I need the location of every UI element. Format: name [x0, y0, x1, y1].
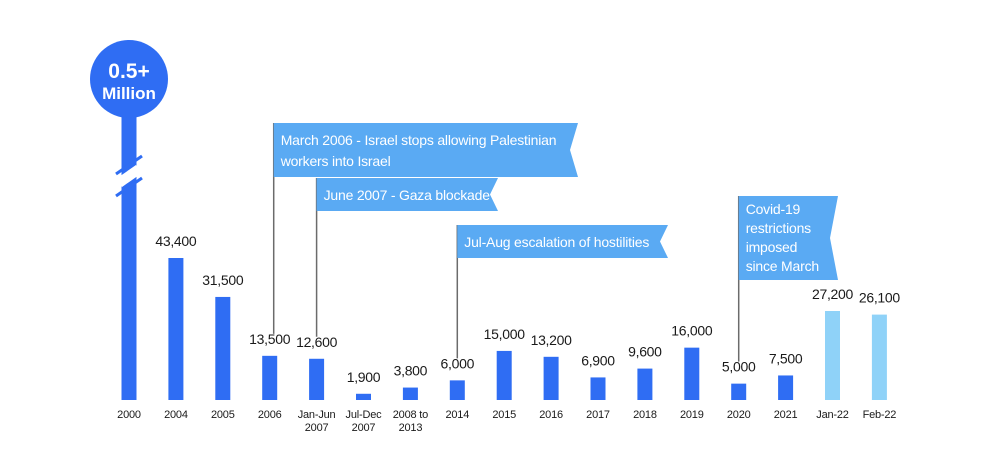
- bar-2020: [731, 383, 747, 400]
- annotation-text: imposed: [746, 239, 798, 255]
- value-label-2004: 43,400: [155, 233, 197, 249]
- bar-2015: [496, 350, 512, 400]
- bar-2005: [215, 296, 231, 400]
- tick-label-2005: 2005: [211, 409, 235, 421]
- tick-label-jan-22: Jan-22: [816, 409, 849, 421]
- first-bar-decoration: 0.5+Million: [90, 40, 168, 198]
- value-label-2019: 16,000: [671, 323, 713, 339]
- bar-jul-dec-2007: [356, 393, 371, 400]
- axis-break-mark: [115, 154, 143, 198]
- annotation-text: Jul-Aug escalation of hostilities: [464, 234, 649, 250]
- tick-label-2019: 2019: [680, 409, 704, 421]
- bars: [121, 110, 887, 400]
- annotation-text: restrictions: [746, 220, 811, 236]
- bar-2018: [637, 368, 653, 400]
- value-label-2015: 15,000: [484, 326, 526, 342]
- bar-jan-22: [825, 311, 840, 400]
- tick-label-2021: 2021: [774, 409, 798, 421]
- tick-label-2020: 2020: [727, 409, 751, 421]
- tick-label-2015: 2015: [492, 409, 516, 421]
- annotation-text: March 2006 - Israel stops allowing Pales…: [281, 132, 557, 148]
- bar-2006: [262, 355, 278, 400]
- value-bubble-2000: [90, 40, 168, 118]
- value-label-2006: 13,500: [249, 331, 291, 347]
- value-label-2000-line2: Million: [102, 84, 156, 103]
- tick-label-2008-to-2013: 2008 to 2013: [393, 409, 428, 434]
- annotation-text: since March: [746, 258, 819, 274]
- tick-label-jul-dec-2007: Jul-Dec 2007: [346, 409, 383, 434]
- tick-label-2000: 2000: [117, 409, 141, 421]
- tick-label-feb-22: Feb-22: [863, 409, 897, 421]
- annotation-flag: [457, 225, 668, 258]
- value-label-jan-22: 27,200: [812, 286, 854, 302]
- annotation-jan-jun-2007: June 2007 - Gaza blockade: [315, 178, 498, 337]
- bar-2019: [684, 347, 700, 400]
- x-axis-tick-labels: 2000 2004 2005 2006 Jan-Jun 2007 Jul-Dec 2007 20…: [117, 409, 896, 434]
- annotation-flag: [738, 196, 838, 280]
- bar-2021: [778, 375, 794, 400]
- annotation-text: Covid-19: [746, 201, 801, 217]
- bar-2004: [168, 258, 184, 400]
- bar-jan-jun-2007: [309, 358, 325, 400]
- tick-label-2006: 2006: [258, 409, 282, 421]
- bar-2000: [121, 110, 137, 400]
- tick-label-2016: 2016: [539, 409, 563, 421]
- bar-2017: [590, 377, 606, 400]
- annotation-flag: [273, 123, 578, 177]
- value-label-2000-line1: 0.5+: [108, 60, 149, 83]
- annotation-flag: [316, 178, 498, 211]
- bar-2016: [543, 356, 559, 400]
- value-label-2018: 9,600: [628, 344, 662, 360]
- value-label-2014: 6,000: [441, 355, 475, 371]
- tick-label-2004: 2004: [164, 409, 188, 421]
- tick-label-2017: 2017: [586, 409, 610, 421]
- annotation-2014: Jul-Aug escalation of hostilities: [456, 225, 668, 359]
- annotation-text: June 2007 - Gaza blockade: [324, 187, 491, 203]
- value-label-2021: 7,500: [769, 350, 803, 366]
- bar-2008-to-2013: [402, 387, 418, 400]
- value-label-jul-dec-2007: 1,900: [347, 369, 381, 385]
- annotation-flags: March 2006 - Israel stops allowing Pales…: [272, 123, 838, 362]
- value-labels: 43,400 31,500 13,500 12,600 1,900 3,800 6,000 1…: [155, 233, 900, 385]
- annotation-2020: Covid-19 restrictions imposed since March: [737, 196, 838, 362]
- annotation-2006: March 2006 - Israel stops allowing Pales…: [272, 123, 578, 334]
- tick-label-2014: 2014: [445, 409, 469, 421]
- value-label-2005: 31,500: [202, 272, 244, 288]
- value-label-feb-22: 26,100: [859, 290, 901, 306]
- bar-2014: [449, 380, 465, 400]
- tick-label-jan-jun-2007: Jan-Jun 2007: [298, 409, 336, 434]
- value-label-2017: 6,900: [581, 352, 615, 368]
- bar-feb-22: [871, 314, 887, 400]
- value-label-2008-to-2013: 3,800: [394, 363, 428, 379]
- value-label-2020: 5,000: [722, 359, 756, 375]
- annotation-text: workers into Israel: [280, 153, 391, 169]
- value-label-jan-jun-2007: 12,600: [296, 334, 338, 350]
- value-label-2016: 13,200: [531, 332, 573, 348]
- tick-label-2018: 2018: [633, 409, 657, 421]
